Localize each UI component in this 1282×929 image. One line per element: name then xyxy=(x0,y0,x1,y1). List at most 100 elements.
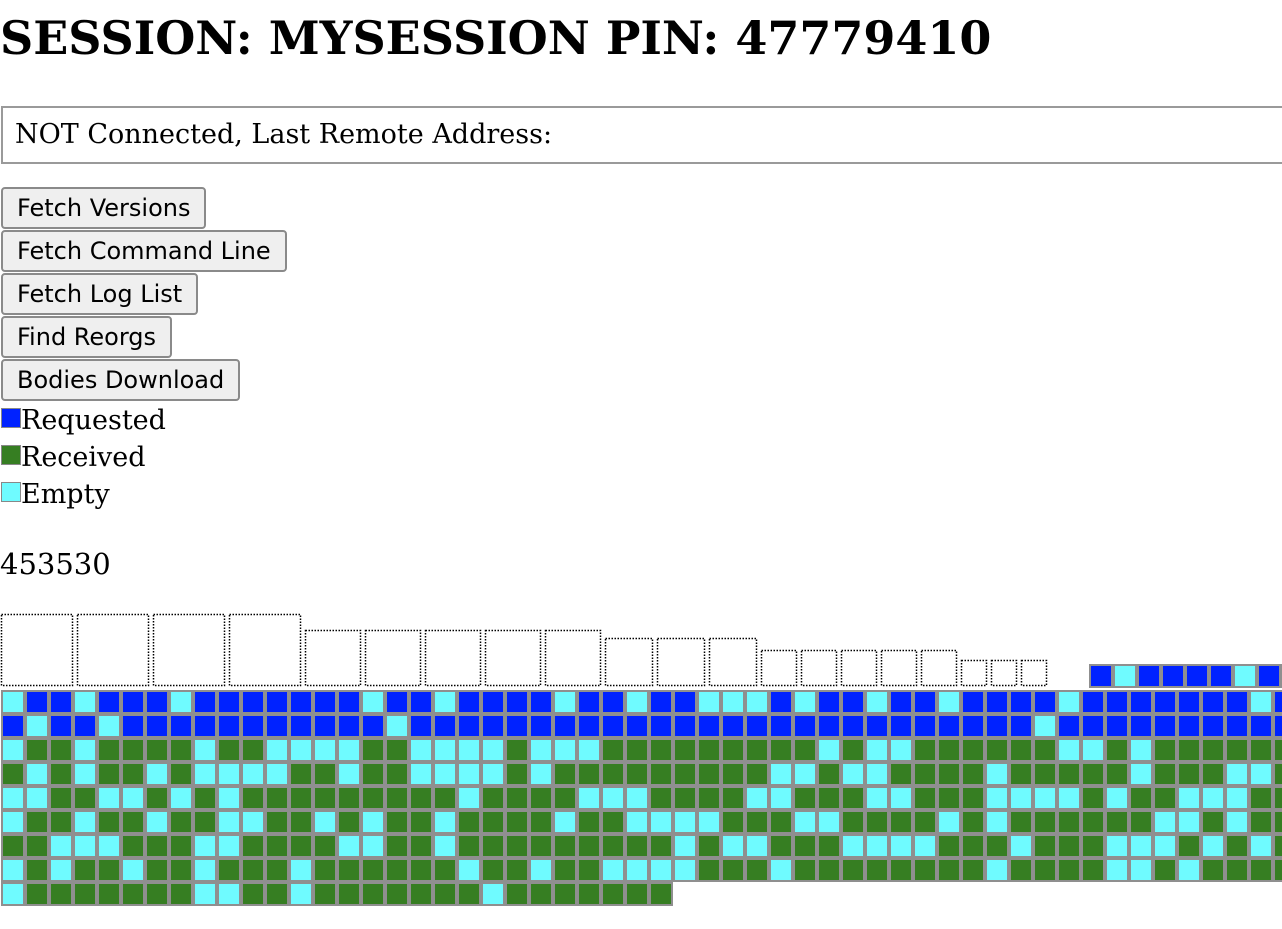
block-cell-received xyxy=(745,810,769,834)
block-cell-requested xyxy=(793,714,817,738)
block-cell-received xyxy=(553,858,577,882)
block-cell-received xyxy=(1057,834,1081,858)
block-cell-received xyxy=(745,762,769,786)
block-cell-received xyxy=(961,738,985,762)
block-cell-received xyxy=(337,786,361,810)
block-cell-empty xyxy=(265,762,289,786)
block-cell-empty xyxy=(481,762,505,786)
block-cell-requested xyxy=(985,714,1009,738)
block-cell-received xyxy=(433,882,457,906)
block-cell-received xyxy=(241,882,265,906)
block-cell-requested xyxy=(769,690,793,714)
legend-received-swatch xyxy=(1,445,21,465)
block-cell-received xyxy=(265,834,289,858)
block-cell-received xyxy=(1,834,25,858)
fetch-versions-button[interactable]: Fetch Versions xyxy=(1,187,207,229)
block-cell-requested xyxy=(97,690,121,714)
block-cell-requested xyxy=(25,690,49,714)
block-cell-received xyxy=(97,882,121,906)
block-cell-received xyxy=(913,738,937,762)
block-cell-empty xyxy=(985,858,1009,882)
block-cell-received xyxy=(505,858,529,882)
block-cell-received xyxy=(697,834,721,858)
block-cell-requested xyxy=(697,714,721,738)
block-cell-received xyxy=(1249,858,1273,882)
block-cell-received xyxy=(937,762,961,786)
block-cell-requested xyxy=(1137,664,1161,688)
block-cell-received xyxy=(721,738,745,762)
fetch-command-line-button[interactable]: Fetch Command Line xyxy=(1,230,287,272)
block-cell-received xyxy=(1249,738,1273,762)
block-cell-empty xyxy=(433,738,457,762)
block-cell-received xyxy=(625,738,649,762)
block-cell-empty xyxy=(745,786,769,810)
block-cell-received xyxy=(265,882,289,906)
block-cell-received xyxy=(1009,738,1033,762)
block-cell-requested xyxy=(649,690,673,714)
block-cell-empty xyxy=(1225,762,1249,786)
block-cell-empty xyxy=(1129,762,1153,786)
block-cell-received xyxy=(1177,738,1201,762)
bodies-download-button[interactable]: Bodies Download xyxy=(1,359,241,401)
block-cell-received xyxy=(361,882,385,906)
block-cell-empty xyxy=(25,762,49,786)
block-cell-empty xyxy=(457,738,481,762)
block-cell-empty xyxy=(1177,858,1201,882)
block-cell-received xyxy=(169,858,193,882)
block-cell-empty xyxy=(865,834,889,858)
block-cell-requested xyxy=(505,714,529,738)
block-cell-received xyxy=(1273,858,1282,882)
block-cell-received xyxy=(1033,762,1057,786)
block-cell-empty xyxy=(25,714,49,738)
block-cell-empty xyxy=(1105,858,1129,882)
block-cell-received xyxy=(1273,834,1282,858)
block-cell-received xyxy=(529,810,553,834)
block-cell-received xyxy=(913,810,937,834)
block-cell-received xyxy=(697,858,721,882)
block-cell-empty xyxy=(1177,810,1201,834)
block-cell-received xyxy=(1153,786,1177,810)
block-cell-empty xyxy=(1113,664,1137,688)
block-cell-empty xyxy=(889,738,913,762)
block-cell-received xyxy=(697,762,721,786)
block-cell-requested xyxy=(217,690,241,714)
block-cell-received xyxy=(121,810,145,834)
block-cell-empty xyxy=(73,810,97,834)
block-cell-received xyxy=(145,858,169,882)
bucket-box xyxy=(484,629,542,687)
block-cell-empty xyxy=(1081,738,1105,762)
block-cell-received xyxy=(361,858,385,882)
find-reorgs-button[interactable]: Find Reorgs xyxy=(1,316,173,358)
block-cell-received xyxy=(457,810,481,834)
block-cell-requested xyxy=(1009,690,1033,714)
block-cell-received xyxy=(1081,810,1105,834)
block-cell-empty xyxy=(217,810,241,834)
block-cell-empty xyxy=(1033,714,1057,738)
block-cell-received xyxy=(1249,786,1273,810)
block-cell-empty xyxy=(673,810,697,834)
block-cell-empty xyxy=(1225,810,1249,834)
block-cell-requested xyxy=(1129,714,1153,738)
block-cell-received xyxy=(1177,834,1201,858)
fetch-log-list-button[interactable]: Fetch Log List xyxy=(1,273,199,315)
block-cell-empty xyxy=(817,738,841,762)
block-cell-requested xyxy=(553,714,577,738)
block-cell-requested xyxy=(433,714,457,738)
block-cell-received xyxy=(313,786,337,810)
block-cell-received xyxy=(1081,786,1105,810)
block-cell-empty xyxy=(793,690,817,714)
block-cell-requested xyxy=(1009,714,1033,738)
block-cell-empty xyxy=(145,762,169,786)
block-cell-received xyxy=(529,786,553,810)
block-cell-received xyxy=(601,762,625,786)
block-cell-received xyxy=(769,738,793,762)
block-cell-empty xyxy=(385,714,409,738)
block-cell-received xyxy=(337,882,361,906)
block-cell-received xyxy=(649,786,673,810)
block-cell-empty xyxy=(1,858,25,882)
block-cell-received xyxy=(289,762,313,786)
block-cell-empty xyxy=(97,834,121,858)
block-cell-received xyxy=(121,738,145,762)
block-cell-received xyxy=(505,738,529,762)
